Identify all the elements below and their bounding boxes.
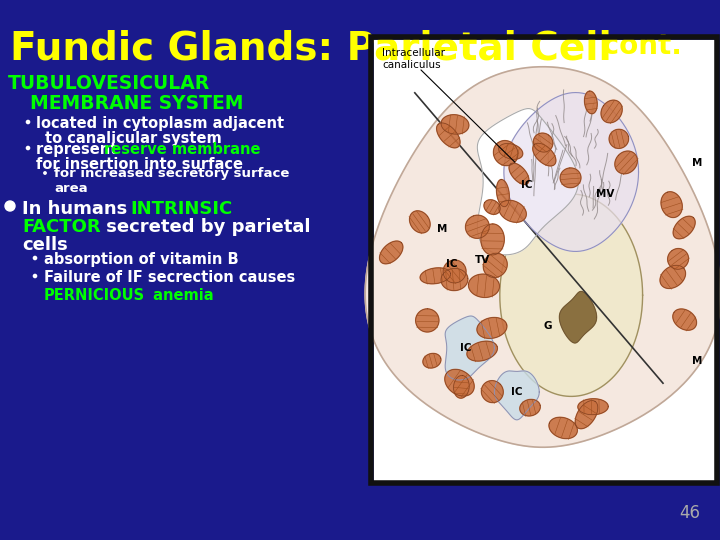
Text: M: M (692, 356, 702, 366)
Text: TV: TV (475, 255, 490, 265)
Polygon shape (477, 109, 578, 255)
Text: IC: IC (511, 387, 523, 397)
Circle shape (44, 172, 46, 174)
Polygon shape (493, 140, 518, 166)
Polygon shape (509, 163, 529, 185)
Polygon shape (615, 151, 637, 174)
Polygon shape (436, 123, 460, 148)
Polygon shape (499, 200, 526, 222)
Polygon shape (415, 309, 439, 332)
Polygon shape (365, 67, 720, 447)
Polygon shape (481, 224, 504, 255)
Text: absorption of vitamin B: absorption of vitamin B (44, 252, 238, 267)
Bar (374, 40, 714, 480)
Polygon shape (601, 100, 622, 123)
Polygon shape (495, 371, 539, 420)
Circle shape (5, 201, 15, 211)
Polygon shape (661, 192, 683, 218)
Circle shape (33, 256, 37, 260)
Circle shape (27, 120, 30, 124)
Polygon shape (560, 168, 581, 188)
Polygon shape (549, 417, 577, 438)
Text: M: M (692, 158, 702, 168)
Polygon shape (667, 248, 688, 269)
Polygon shape (578, 399, 608, 415)
Text: Failure of IF secrection causes: Failure of IF secrection causes (44, 270, 295, 285)
Polygon shape (445, 369, 474, 396)
Text: for insertion into surface: for insertion into surface (36, 157, 243, 172)
Polygon shape (466, 215, 490, 238)
Text: cells: cells (22, 236, 68, 254)
Polygon shape (559, 292, 597, 343)
Text: cont.: cont. (593, 32, 682, 60)
Text: MV: MV (596, 189, 614, 199)
Text: reserve membrane: reserve membrane (104, 142, 261, 157)
Polygon shape (454, 375, 469, 398)
Polygon shape (410, 211, 430, 233)
Text: Intracellular: Intracellular (382, 48, 445, 58)
Circle shape (33, 274, 37, 278)
Polygon shape (379, 241, 403, 264)
Polygon shape (499, 144, 523, 159)
Polygon shape (441, 114, 469, 134)
Polygon shape (420, 268, 451, 284)
Text: G: G (543, 321, 552, 331)
Polygon shape (467, 341, 498, 361)
Polygon shape (500, 194, 642, 396)
Polygon shape (443, 260, 466, 283)
Bar (371, 37, 717, 483)
Circle shape (27, 146, 30, 150)
Polygon shape (660, 265, 685, 288)
Polygon shape (482, 381, 503, 403)
Text: IC: IC (460, 343, 472, 353)
Polygon shape (441, 268, 468, 291)
Polygon shape (469, 274, 500, 298)
Text: area: area (54, 182, 88, 195)
Polygon shape (575, 401, 598, 429)
Text: FACTOR: FACTOR (22, 218, 101, 236)
Polygon shape (423, 353, 441, 368)
Text: Fundic Glands: Parietal Cell: Fundic Glands: Parietal Cell (10, 30, 612, 68)
Text: IC: IC (521, 180, 533, 190)
Polygon shape (609, 129, 629, 149)
Text: In humans: In humans (22, 200, 133, 218)
Text: canaliculus: canaliculus (382, 60, 441, 70)
Polygon shape (504, 92, 639, 252)
Text: M: M (437, 224, 447, 234)
Polygon shape (534, 133, 553, 152)
Text: TUBULOVESICULAR: TUBULOVESICULAR (8, 74, 210, 93)
Polygon shape (673, 216, 696, 239)
Polygon shape (533, 143, 556, 166)
Polygon shape (585, 91, 597, 114)
Text: PERNICIOUS: PERNICIOUS (44, 288, 145, 303)
Text: anemia: anemia (148, 288, 214, 303)
Polygon shape (483, 253, 507, 278)
Polygon shape (445, 316, 495, 380)
Polygon shape (672, 309, 696, 330)
Text: for increased secretory surface: for increased secretory surface (54, 167, 289, 180)
Text: MEMBRANE SYSTEM: MEMBRANE SYSTEM (30, 94, 243, 113)
Text: INTRINSIC: INTRINSIC (130, 200, 233, 218)
Text: represent: represent (36, 142, 122, 157)
Text: to canalicular system: to canalicular system (45, 131, 222, 146)
Text: located in cytoplasm adjacent: located in cytoplasm adjacent (36, 116, 284, 131)
Polygon shape (520, 400, 540, 416)
Text: secreted by parietal: secreted by parietal (100, 218, 310, 236)
Text: 46: 46 (679, 504, 700, 522)
Polygon shape (477, 318, 507, 339)
Polygon shape (484, 200, 500, 214)
Text: IC: IC (446, 259, 458, 269)
Polygon shape (497, 179, 509, 207)
